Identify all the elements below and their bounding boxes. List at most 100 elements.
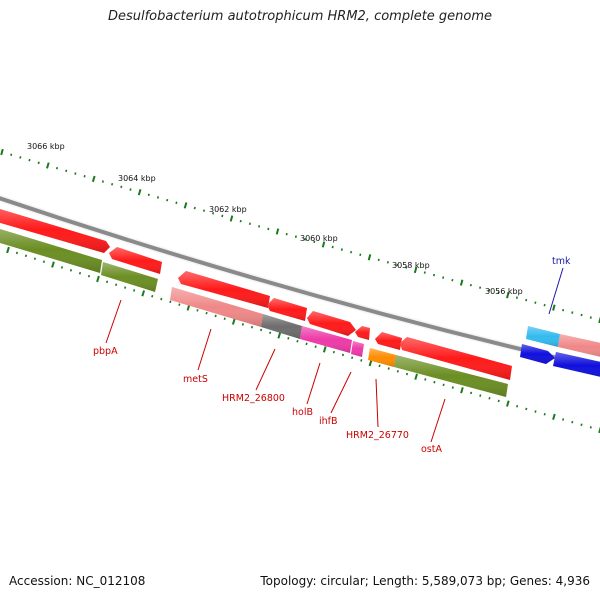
inner-tick-minor — [205, 311, 208, 315]
scale-tick-minor — [359, 253, 362, 257]
scale-tick-minor — [28, 158, 31, 162]
scale-tick-minor — [423, 271, 426, 274]
inner-tick-minor — [516, 404, 519, 408]
inner-tick-major — [96, 275, 100, 283]
label-leaders — [105, 267, 564, 443]
gene-label-tmk[interactable]: tmk — [552, 256, 571, 267]
inner-tick-major — [414, 373, 418, 380]
inner-tick-minor — [351, 356, 354, 359]
scale-label-3062: 3062 kbp — [209, 205, 247, 214]
inner-tick-minor — [178, 303, 181, 306]
scale-tick-minor — [304, 237, 307, 241]
inner-tick-minor — [387, 367, 390, 370]
inner-tick-minor — [296, 339, 299, 343]
cds-feature-shade — [300, 326, 352, 353]
inner-tick-minor — [497, 399, 500, 403]
inner-tick-minor — [378, 364, 381, 368]
scale-tick-minor — [331, 245, 334, 249]
inner-tick-minor — [169, 300, 172, 304]
scale-ticks — [0, 148, 600, 324]
gene-label-HRM2_26770[interactable]: HRM2_26770 — [346, 430, 409, 441]
scale-tick-minor — [313, 240, 316, 244]
scale-tick-minor — [267, 227, 270, 231]
scale-tick-major — [91, 175, 96, 183]
scale-tick-minor — [562, 308, 565, 312]
scale-tick-minor — [248, 222, 251, 226]
scale-tick-minor — [129, 188, 132, 191]
scale-label-3056: 3056 kbp — [485, 287, 523, 296]
inner-tick-minor — [442, 383, 445, 387]
inner-tick-minor — [160, 297, 163, 301]
gene-label-ostA[interactable]: ostA — [421, 444, 442, 455]
inner-tick-major — [277, 332, 282, 339]
inner-tick-minor — [151, 294, 154, 298]
inner-tick-minor — [223, 317, 226, 321]
inner-tick-minor — [115, 283, 118, 287]
cds-feature-shade — [261, 314, 302, 339]
inner-tick-minor — [105, 280, 109, 284]
scale-tick-minor — [340, 248, 343, 251]
inner-tick-minor — [87, 274, 91, 278]
inner-tick-major — [322, 346, 327, 353]
scale-tick-minor — [589, 316, 592, 319]
scale-tick-minor — [534, 301, 537, 304]
cds-feature-shade — [526, 326, 560, 347]
scale-tick-major — [367, 254, 372, 261]
scale-tick-minor — [120, 185, 123, 189]
inner-ticks — [6, 246, 600, 434]
gene-labels: pbpA metS HRM2_26800 holB ihfB HRM2_2677… — [93, 256, 571, 455]
scale-tick-minor — [166, 198, 169, 202]
scale-tick-minor — [515, 296, 518, 299]
scale-tick-major — [183, 202, 188, 209]
accession-label: Accession: NC_012108 — [9, 574, 146, 588]
gene-label-metS[interactable]: metS — [183, 374, 208, 385]
scale-tick-minor — [285, 232, 288, 236]
inner-tick-minor — [341, 353, 345, 357]
inner-tick-major — [6, 246, 10, 254]
inner-tick-major — [186, 304, 191, 311]
cds-feature-shade — [351, 341, 364, 357]
inner-tick-minor — [196, 309, 199, 312]
genome-summary: Topology: circular; Length: 5,589,073 bp… — [260, 574, 590, 588]
inner-tick-minor — [133, 289, 136, 292]
inner-tick-minor — [525, 407, 528, 411]
scale-tick-major — [321, 241, 326, 248]
scale-tick-minor — [525, 298, 528, 302]
inner-tick-major — [460, 387, 464, 394]
scale-tick-minor — [451, 278, 454, 282]
inner-tick-minor — [259, 328, 263, 332]
scale-tick-minor — [497, 291, 500, 295]
scale-tick-major — [598, 316, 600, 324]
cds-feature-shade — [553, 352, 600, 377]
gene-label-holB[interactable]: holB — [292, 407, 313, 418]
cds-features — [0, 209, 600, 397]
inner-tick-minor — [580, 423, 583, 427]
inner-tick-major — [506, 400, 510, 407]
scale-tick-minor — [10, 153, 13, 157]
gene-label-HRM2_26800[interactable]: HRM2_26800 — [222, 393, 285, 404]
scale-tick-minor — [580, 313, 583, 317]
scale-tick-minor — [442, 276, 445, 279]
scale-tick-minor — [193, 206, 196, 210]
scale-tick-minor — [111, 182, 114, 186]
scale-tick-minor — [147, 193, 150, 197]
inner-tick-major — [141, 290, 146, 297]
scale-tick-minor — [175, 201, 178, 205]
inner-tick-major — [598, 426, 600, 434]
scale-tick-minor — [212, 211, 215, 215]
scale-tick-minor — [37, 161, 40, 165]
scale-tick-major — [506, 292, 510, 299]
inner-tick-minor — [24, 254, 28, 258]
scale-tick-minor — [239, 219, 242, 223]
inner-tick-major — [552, 413, 556, 420]
scale-tick-minor — [294, 235, 297, 239]
gene-label-pbpA[interactable]: pbpA — [93, 346, 118, 357]
gene-label-ihfB[interactable]: ihfB — [319, 416, 338, 427]
inner-tick-minor — [424, 378, 427, 381]
scale-tick-minor — [571, 311, 574, 314]
scale-tick-minor — [19, 156, 22, 159]
cds-feature-shade — [267, 298, 307, 321]
scale-label-3066: 3066 kbp — [27, 142, 65, 151]
inner-tick-minor — [433, 380, 436, 384]
